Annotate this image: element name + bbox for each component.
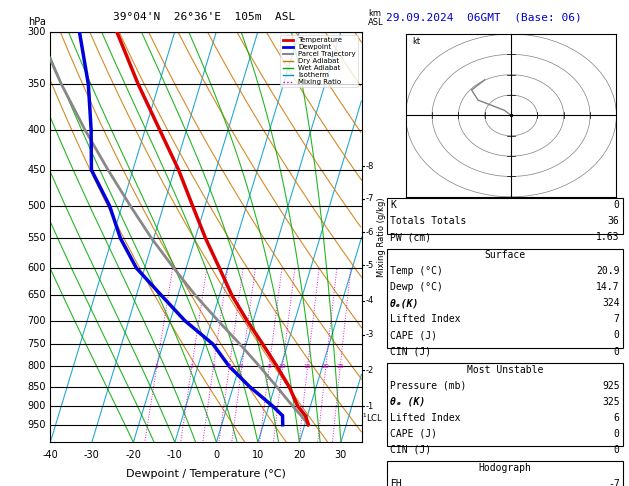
Text: 324: 324 — [602, 298, 620, 309]
Text: 650: 650 — [27, 290, 46, 300]
Text: 20: 20 — [322, 364, 330, 369]
Text: 36: 36 — [608, 216, 620, 226]
Text: 3: 3 — [211, 364, 216, 369]
Text: Lifted Index: Lifted Index — [390, 413, 460, 423]
Text: 0: 0 — [614, 445, 620, 455]
Text: $^1$LCL: $^1$LCL — [362, 411, 383, 424]
Text: 0: 0 — [614, 200, 620, 210]
Text: -3: -3 — [365, 330, 374, 339]
Text: 850: 850 — [27, 382, 46, 392]
Text: Totals Totals: Totals Totals — [390, 216, 466, 226]
Text: 550: 550 — [27, 233, 46, 243]
Text: 15: 15 — [304, 364, 311, 369]
Text: 29.09.2024  06GMT  (Base: 06): 29.09.2024 06GMT (Base: 06) — [386, 12, 582, 22]
Text: 750: 750 — [27, 339, 46, 349]
Text: Mixing Ratio (g/kg): Mixing Ratio (g/kg) — [377, 197, 386, 277]
Text: 30: 30 — [335, 450, 347, 460]
Text: 0: 0 — [614, 347, 620, 357]
Text: -8: -8 — [365, 161, 374, 171]
Text: Lifted Index: Lifted Index — [390, 314, 460, 325]
Text: 4: 4 — [227, 364, 231, 369]
Text: 20: 20 — [293, 450, 306, 460]
Text: -20: -20 — [125, 450, 142, 460]
Text: 2: 2 — [190, 364, 194, 369]
Text: 500: 500 — [27, 201, 46, 211]
Text: K: K — [390, 200, 396, 210]
Text: hPa: hPa — [28, 17, 46, 28]
Text: Surface: Surface — [484, 250, 525, 260]
Text: 350: 350 — [27, 79, 46, 89]
Text: 39°04'N  26°36'E  105m  ASL: 39°04'N 26°36'E 105m ASL — [113, 12, 296, 22]
Text: 600: 600 — [27, 263, 46, 273]
Text: 300: 300 — [27, 27, 46, 36]
Text: CIN (J): CIN (J) — [390, 445, 431, 455]
Text: CIN (J): CIN (J) — [390, 347, 431, 357]
Text: -30: -30 — [84, 450, 100, 460]
Text: θₑ (K): θₑ (K) — [390, 397, 425, 407]
Text: -4: -4 — [365, 296, 374, 305]
Text: 10: 10 — [252, 450, 264, 460]
Text: 25: 25 — [337, 364, 344, 369]
Text: 950: 950 — [27, 420, 46, 430]
Text: 8: 8 — [267, 364, 271, 369]
Text: 0: 0 — [614, 330, 620, 341]
Text: θₑ(K): θₑ(K) — [390, 298, 420, 309]
Text: 925: 925 — [602, 381, 620, 391]
Text: 20.9: 20.9 — [596, 266, 620, 277]
Text: 1.63: 1.63 — [596, 232, 620, 243]
Text: -6: -6 — [365, 227, 374, 237]
Text: -5: -5 — [365, 260, 374, 270]
Legend: Temperature, Dewpoint, Parcel Trajectory, Dry Adiabat, Wet Adiabat, Isotherm, Mi: Temperature, Dewpoint, Parcel Trajectory… — [281, 35, 358, 87]
Text: -7: -7 — [608, 479, 620, 486]
Text: EH: EH — [390, 479, 402, 486]
Text: kt: kt — [412, 37, 420, 46]
Text: 7: 7 — [614, 314, 620, 325]
Text: Temp (°C): Temp (°C) — [390, 266, 443, 277]
Text: -2: -2 — [365, 366, 374, 375]
Text: CAPE (J): CAPE (J) — [390, 330, 437, 341]
Text: Dewp (°C): Dewp (°C) — [390, 282, 443, 293]
Text: 325: 325 — [602, 397, 620, 407]
Text: 1: 1 — [155, 364, 159, 369]
Text: 5: 5 — [240, 364, 244, 369]
Text: 800: 800 — [27, 361, 46, 371]
Text: 400: 400 — [27, 125, 46, 135]
Text: -1: -1 — [365, 402, 374, 411]
Text: -7: -7 — [365, 194, 374, 204]
Text: 0: 0 — [213, 450, 220, 460]
Text: Hodograph: Hodograph — [478, 463, 532, 473]
Text: 450: 450 — [27, 165, 46, 175]
Text: CAPE (J): CAPE (J) — [390, 429, 437, 439]
Text: Dewpoint / Temperature (°C): Dewpoint / Temperature (°C) — [126, 469, 286, 479]
Text: 900: 900 — [27, 401, 46, 411]
Text: km
ASL: km ASL — [368, 10, 384, 28]
Text: 0: 0 — [614, 429, 620, 439]
Text: 700: 700 — [27, 315, 46, 326]
Text: 6: 6 — [614, 413, 620, 423]
Text: PW (cm): PW (cm) — [390, 232, 431, 243]
Text: -40: -40 — [42, 450, 58, 460]
Text: 10: 10 — [279, 364, 286, 369]
Text: Most Unstable: Most Unstable — [467, 364, 543, 375]
Text: 14.7: 14.7 — [596, 282, 620, 293]
Text: Pressure (mb): Pressure (mb) — [390, 381, 466, 391]
Text: -10: -10 — [167, 450, 183, 460]
